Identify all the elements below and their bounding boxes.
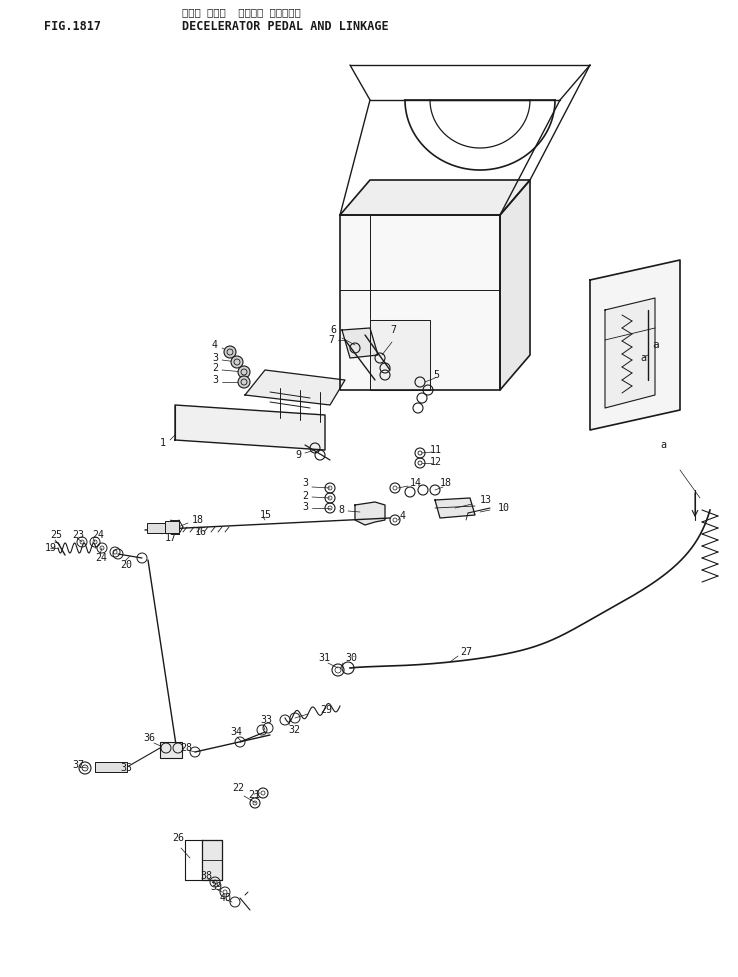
Polygon shape xyxy=(340,180,530,215)
Text: 37: 37 xyxy=(72,760,84,770)
Bar xyxy=(147,523,165,533)
Text: 24: 24 xyxy=(95,553,107,563)
Text: デセル ペダル  オヨビ・ リンケージ: デセル ペダル オヨビ・ リンケージ xyxy=(182,7,301,17)
Circle shape xyxy=(231,356,243,368)
Polygon shape xyxy=(435,498,475,518)
Text: 18: 18 xyxy=(440,478,452,488)
Text: 8: 8 xyxy=(338,505,344,515)
Text: 24: 24 xyxy=(92,530,104,540)
Text: 36: 36 xyxy=(143,733,155,743)
Text: a: a xyxy=(660,440,666,450)
Polygon shape xyxy=(342,328,378,358)
Bar xyxy=(165,521,179,533)
Text: 11: 11 xyxy=(430,445,442,455)
Text: 20: 20 xyxy=(120,560,132,570)
Text: 33: 33 xyxy=(260,715,272,725)
Text: 29: 29 xyxy=(320,705,332,715)
Text: 14: 14 xyxy=(410,478,422,488)
Polygon shape xyxy=(340,215,500,390)
Text: 35: 35 xyxy=(120,763,132,773)
Text: 5: 5 xyxy=(433,370,439,380)
Text: 17: 17 xyxy=(165,533,177,543)
Bar xyxy=(95,762,127,772)
Circle shape xyxy=(238,366,250,378)
Text: 39: 39 xyxy=(210,882,222,892)
Polygon shape xyxy=(370,320,430,390)
Text: 23: 23 xyxy=(72,530,84,540)
Text: 26: 26 xyxy=(172,833,184,843)
Text: 4: 4 xyxy=(212,340,218,350)
Text: 25: 25 xyxy=(50,530,62,540)
Text: 13: 13 xyxy=(480,495,492,505)
Polygon shape xyxy=(245,370,345,405)
Text: 19: 19 xyxy=(45,543,57,553)
Text: 3: 3 xyxy=(212,353,218,363)
Text: 4: 4 xyxy=(400,511,406,521)
Polygon shape xyxy=(605,298,655,408)
Bar xyxy=(160,742,182,758)
Text: 10: 10 xyxy=(498,503,510,513)
Text: 2: 2 xyxy=(302,491,308,501)
Circle shape xyxy=(238,376,250,388)
Text: 7: 7 xyxy=(328,335,334,345)
Text: 3: 3 xyxy=(302,502,308,512)
Circle shape xyxy=(224,346,236,358)
Text: 12: 12 xyxy=(430,457,442,467)
Text: 3: 3 xyxy=(302,478,308,488)
Text: 31: 31 xyxy=(318,653,330,663)
Text: FIG.1817: FIG.1817 xyxy=(44,20,101,32)
Polygon shape xyxy=(355,502,385,525)
Text: 30: 30 xyxy=(345,653,357,663)
Text: 2: 2 xyxy=(212,363,218,373)
Polygon shape xyxy=(590,260,680,430)
Text: 3: 3 xyxy=(212,375,218,385)
Text: 32: 32 xyxy=(288,725,300,735)
Text: 22: 22 xyxy=(232,783,244,793)
Text: 21: 21 xyxy=(248,790,260,800)
Text: 7: 7 xyxy=(390,325,396,335)
Polygon shape xyxy=(175,405,325,450)
Text: 9: 9 xyxy=(295,450,301,460)
Text: 1: 1 xyxy=(160,438,166,448)
Polygon shape xyxy=(202,840,222,880)
Text: 38: 38 xyxy=(200,871,212,881)
Text: a: a xyxy=(652,340,659,350)
Text: 28: 28 xyxy=(180,743,192,753)
Text: 6: 6 xyxy=(330,325,336,335)
Text: 27: 27 xyxy=(460,647,472,657)
Text: 34: 34 xyxy=(230,727,242,737)
Text: DECELERATOR PEDAL AND LINKAGE: DECELERATOR PEDAL AND LINKAGE xyxy=(182,20,389,32)
Polygon shape xyxy=(500,180,530,390)
Text: 15: 15 xyxy=(260,510,272,520)
Text: a: a xyxy=(640,353,646,363)
Text: 18: 18 xyxy=(192,515,204,525)
Text: 40: 40 xyxy=(220,893,232,903)
Text: 16: 16 xyxy=(195,527,207,537)
